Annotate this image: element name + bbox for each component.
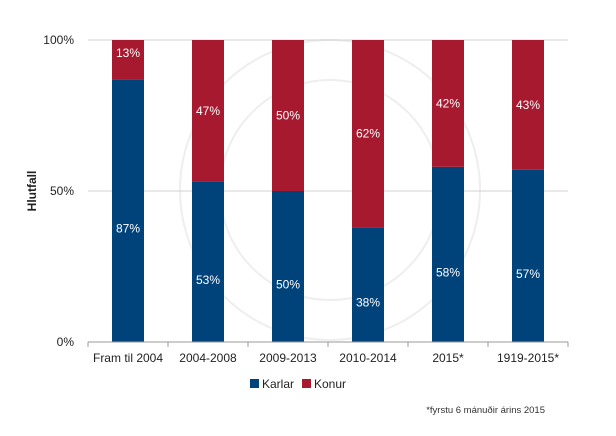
y-axis-label: Hlutfall — [25, 171, 39, 212]
y-tick-label: 0% — [57, 335, 75, 349]
x-tick-label: 2004-2008 — [179, 351, 237, 365]
data-label: 13% — [116, 46, 140, 60]
bars: 87% 13% 53% 47% 50% 50% 38% 62% 58% 42% 57% 43% — [112, 40, 544, 342]
x-tick-label: 1919-2015* — [497, 351, 559, 365]
data-label: 53% — [196, 273, 220, 287]
data-label: 50% — [276, 278, 300, 292]
legend: Karlar Konur — [250, 377, 346, 391]
bar-karlar — [192, 181, 224, 342]
footnote: *fyrstu 6 mánuðir árins 2015 — [426, 405, 545, 416]
legend-label-konur: Konur — [314, 377, 346, 391]
data-label: 57% — [516, 267, 540, 281]
bar-konur — [512, 40, 544, 170]
bar-karlar — [272, 191, 304, 342]
bar-karlar — [112, 79, 144, 342]
legend-swatch-konur — [302, 379, 311, 388]
x-axis-labels: Fram til 2004 2004-2008 2009-2013 2010-2014… — [93, 351, 559, 365]
bar-konur — [272, 40, 304, 191]
x-tick-label: 2010-2014 — [339, 351, 397, 365]
data-label: 38% — [356, 296, 380, 310]
y-tick-label: 100% — [43, 33, 74, 47]
data-label: 62% — [356, 127, 380, 141]
data-label: 58% — [436, 265, 460, 279]
bar-karlar — [352, 227, 384, 342]
data-label: 87% — [116, 222, 140, 236]
y-axis-ticks: 0% 50% 100% — [43, 33, 74, 349]
bar-konur — [352, 40, 384, 228]
legend-label-karlar: Karlar — [262, 377, 294, 391]
data-label: 43% — [516, 98, 540, 112]
x-tick-label: 2009-2013 — [259, 351, 317, 365]
data-label: 47% — [196, 104, 220, 118]
data-label: 50% — [276, 109, 300, 123]
legend-swatch-karlar — [250, 379, 259, 388]
x-tick-label: Fram til 2004 — [93, 351, 163, 365]
gridlines — [88, 39, 568, 192]
data-label: 42% — [436, 96, 460, 110]
x-tick-label: 2015* — [432, 351, 464, 365]
bar-karlar — [512, 169, 544, 342]
y-tick-label: 50% — [50, 184, 74, 198]
bar-konur — [192, 40, 224, 182]
bar-konur — [112, 40, 144, 80]
x-axis — [87, 341, 569, 347]
bar-konur — [432, 40, 464, 167]
bar-karlar — [432, 166, 464, 342]
